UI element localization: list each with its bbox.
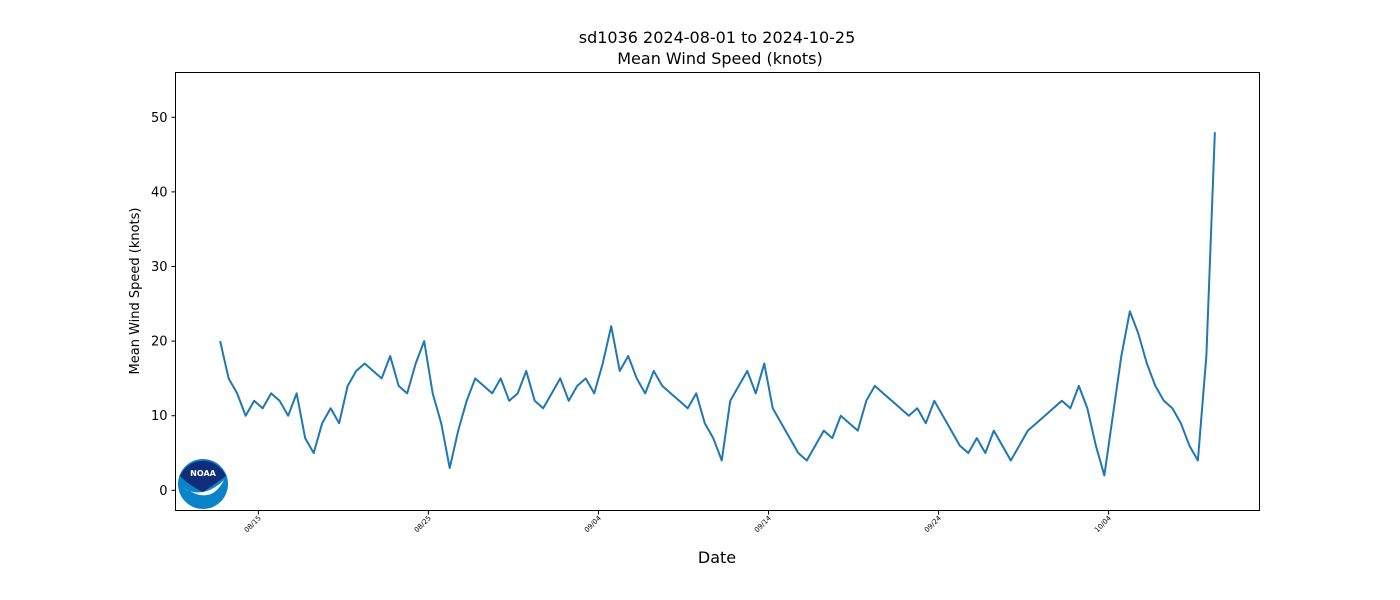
logo-text: NOAA xyxy=(190,469,216,478)
chart-title: sd1036 2024-08-01 to 2024-10-25 xyxy=(579,28,856,47)
y-tick-label: 40 xyxy=(151,185,168,200)
y-axis-label: Mean Wind Speed (knots) xyxy=(128,208,143,375)
x-axis-label: Date xyxy=(698,548,736,567)
y-tick-label: 30 xyxy=(151,260,168,275)
y-tick-label: 50 xyxy=(151,111,168,126)
logo: NOAA xyxy=(178,459,228,509)
plot-area xyxy=(219,132,1216,477)
chart-subtitle: Mean Wind Speed (knots) xyxy=(617,49,823,68)
y-tick-label: 0 xyxy=(159,484,167,499)
data-line xyxy=(219,132,1216,477)
y-tick-label: 10 xyxy=(151,409,168,424)
plot-frame xyxy=(175,72,1260,511)
logo-top xyxy=(180,460,226,492)
logo-gull xyxy=(183,480,224,496)
y-tick-label: 20 xyxy=(151,335,168,350)
